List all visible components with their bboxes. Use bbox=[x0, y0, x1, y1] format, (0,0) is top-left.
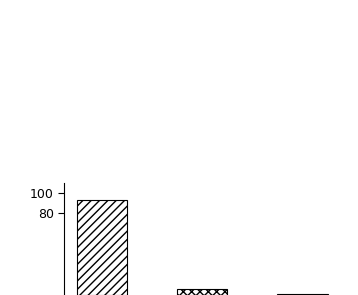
Bar bbox=[177, 289, 227, 295]
Bar bbox=[277, 294, 328, 295]
Bar bbox=[77, 200, 127, 295]
